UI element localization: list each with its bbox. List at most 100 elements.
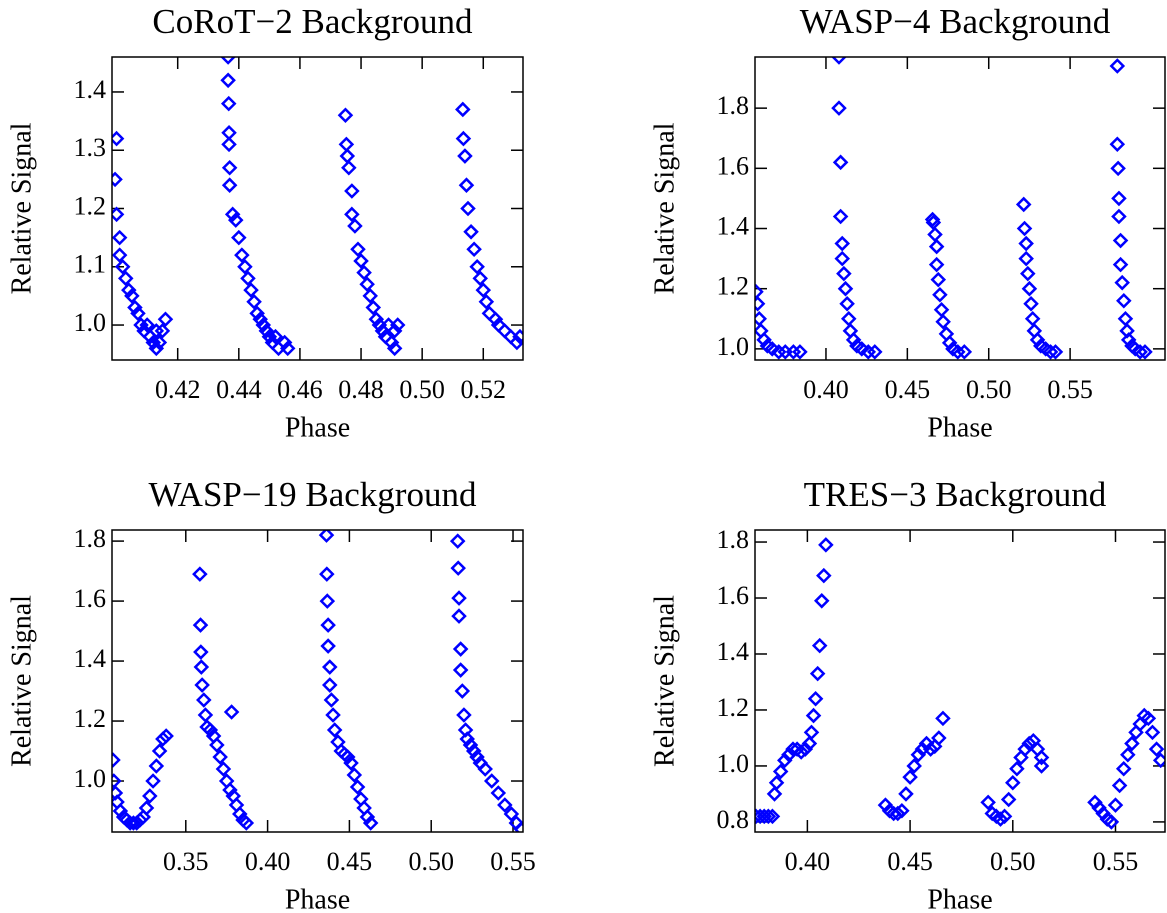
data-point (365, 299, 382, 316)
data-point (450, 560, 466, 576)
data-point (1111, 190, 1127, 207)
data-point (1112, 232, 1129, 249)
data-point (267, 328, 284, 345)
data-point (764, 808, 781, 825)
data-point (1024, 311, 1041, 327)
data-point (845, 332, 862, 348)
data-point (322, 659, 338, 675)
markers (112, 530, 523, 832)
data-point (132, 812, 148, 828)
x-tick-label: 0.52 (461, 375, 507, 404)
data-point (455, 130, 472, 147)
x-tick-label: 0.42 (155, 375, 201, 404)
y-tick-label: 1.8 (717, 91, 750, 120)
data-point (220, 95, 237, 112)
data-point (383, 334, 400, 351)
data-point (221, 177, 238, 193)
data-point (832, 154, 849, 171)
chart-title: TRES−3 Background (804, 475, 1107, 514)
x-tick-label: 0.44 (216, 375, 262, 404)
data-point (258, 323, 275, 339)
data-point (772, 763, 789, 780)
data-point (139, 317, 155, 333)
data-point (452, 641, 469, 657)
subplot: WASP−19 Background Phase Relative Signal 0.… (6, 475, 535, 913)
y-axis-label: Relative Signal (6, 595, 37, 767)
data-point (223, 704, 240, 720)
data-point (112, 247, 128, 263)
data-point (249, 305, 265, 322)
data-point (781, 746, 797, 763)
x-tick-label: 0.55 (1047, 375, 1093, 404)
data-point (193, 644, 209, 660)
data-point (512, 328, 523, 345)
data-point (768, 774, 785, 791)
data-point (980, 794, 996, 811)
data-point (227, 212, 244, 228)
data-point (455, 101, 471, 118)
data-point (192, 566, 208, 582)
data-point (458, 177, 475, 193)
data-point (1148, 741, 1165, 757)
data-point (326, 722, 343, 738)
data-point (503, 806, 520, 822)
data-point (465, 743, 482, 759)
data-point (930, 271, 947, 288)
data-point (192, 617, 209, 633)
data-point (931, 730, 947, 746)
data-point (1009, 760, 1025, 777)
data-point (1033, 758, 1050, 774)
data-point (483, 773, 500, 789)
data-point (209, 737, 225, 753)
y-tick-label: 1.4 (717, 637, 750, 666)
subplot: TRES−3 Background Phase Relative Signal 0.4… (649, 475, 1166, 913)
data-point (1016, 220, 1033, 237)
data-point (451, 590, 467, 606)
plot-frame (111, 529, 524, 833)
data-point (224, 206, 241, 223)
data-point (151, 743, 168, 759)
data-point (194, 677, 210, 693)
data-point (356, 264, 372, 281)
data-point (325, 707, 341, 723)
data-point (928, 238, 945, 255)
data-point (898, 786, 914, 802)
data-point (760, 808, 777, 825)
data-point (202, 722, 219, 738)
y-tick-label: 1.6 (717, 581, 750, 610)
chart-title: CoRoT−2 Background (152, 2, 473, 41)
data-point (1029, 332, 1046, 348)
data-point (1117, 311, 1134, 327)
x-tick-label: 0.40 (245, 847, 291, 876)
data-point (513, 821, 523, 832)
data-point (319, 566, 335, 582)
data-point (238, 815, 255, 831)
chart-title: WASP−4 Background (800, 2, 1111, 41)
x-tick-label: 0.45 (887, 847, 933, 876)
x-tick-label: 0.45 (327, 847, 373, 876)
data-point (803, 724, 820, 741)
data-point (755, 283, 764, 300)
x-tick-label: 0.50 (966, 375, 1012, 404)
data-point (756, 332, 772, 348)
data-point (359, 809, 376, 825)
data-point (340, 749, 356, 765)
data-point (1015, 196, 1032, 213)
data-point (346, 767, 363, 783)
data-point (996, 808, 1013, 825)
data-point (193, 659, 210, 675)
data-point (1114, 274, 1130, 291)
data-point (836, 265, 852, 282)
data-point (220, 57, 236, 65)
data-point (350, 241, 366, 258)
y-tick-label: 1.8 (74, 524, 107, 553)
data-point (319, 593, 336, 609)
y-tick-label: 1.2 (74, 191, 107, 220)
data-point (1018, 250, 1034, 267)
data-point (114, 259, 131, 275)
y-tick-label: 1.0 (74, 308, 107, 337)
data-point (124, 288, 140, 304)
data-point (252, 311, 268, 327)
data-point (145, 773, 161, 789)
data-point (1120, 332, 1137, 348)
